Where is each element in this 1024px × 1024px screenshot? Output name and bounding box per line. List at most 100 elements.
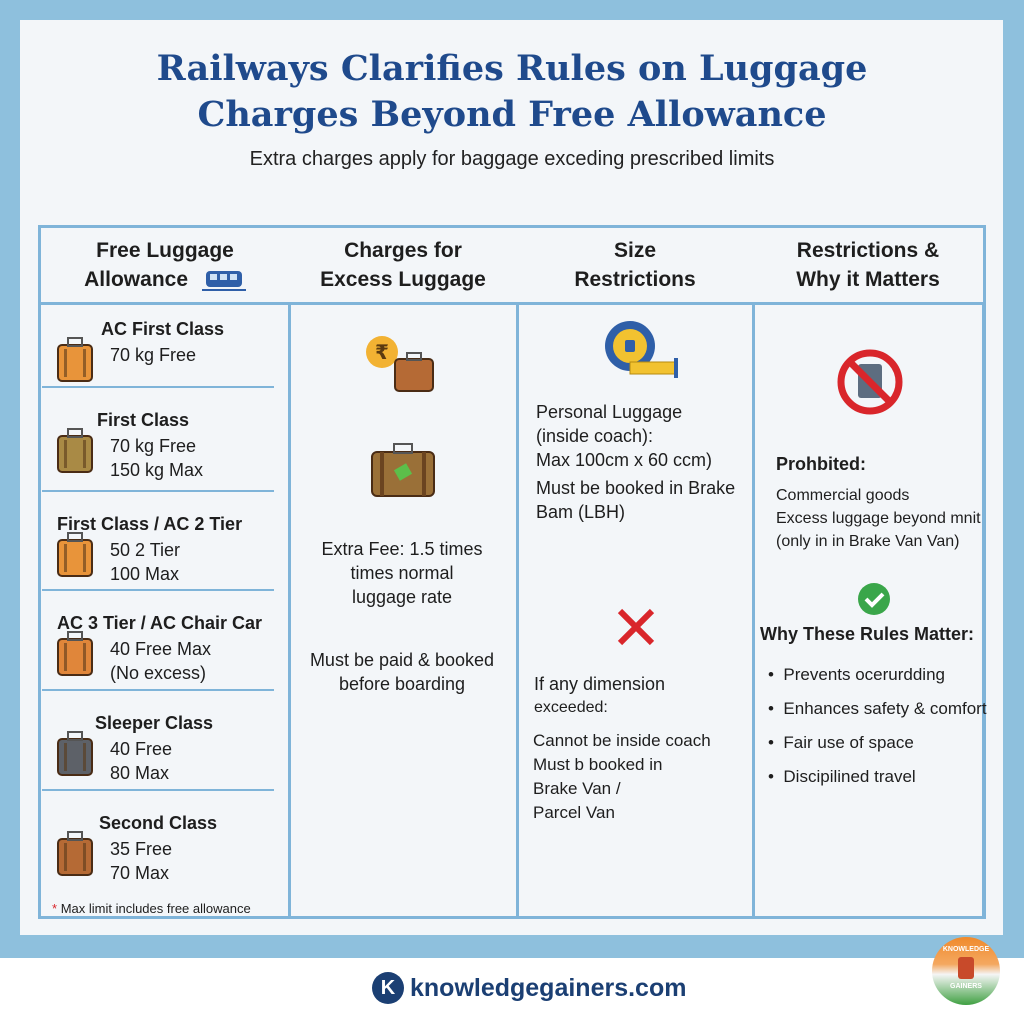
text-line: Extra Fee: 1.5 times	[321, 539, 483, 559]
consequence-text: Cannot be inside coach Must b booked in …	[533, 729, 711, 825]
allowance-value: 70 kg Free	[110, 345, 197, 365]
text-line: If any dimension	[534, 674, 666, 694]
prohibited-luggage-icon	[837, 349, 903, 415]
content-panel	[20, 20, 1003, 935]
text-line: Personal Luggage	[536, 402, 683, 422]
text-line: times normal	[350, 563, 454, 583]
divider	[516, 305, 519, 916]
allowance-value: 35 Free	[110, 839, 173, 859]
class-name: First Class / AC 2 Tier	[57, 514, 243, 534]
header-text: Restrictions	[574, 268, 696, 291]
bullet: •	[768, 699, 784, 718]
title-line-1: Railways Clarifies Rules on Luggage	[156, 48, 868, 89]
note-marker: *	[52, 901, 58, 916]
reason-item: • Fair use of space	[768, 726, 987, 760]
text-line: Must be paid & booked	[309, 650, 495, 670]
bullet: •	[768, 733, 784, 752]
personal-luggage-text: Personal Luggage (inside coach): Max 100…	[536, 400, 735, 524]
suitcase-icon	[57, 337, 93, 382]
column-header-size: Size Restrictions	[517, 228, 753, 305]
footer-brand: K knowledgegainers.com	[372, 972, 686, 1004]
prohibited-list: Commercial goods Excess luggage beyond m…	[776, 484, 981, 553]
text-line: Must b booked in	[533, 755, 663, 774]
rupee-coin-icon: ₹	[366, 336, 434, 392]
reason-item: • Discipilined travel	[768, 760, 987, 794]
reasons-list: • Prevents ocerurdding • Enhances safety …	[768, 658, 987, 794]
text-line: (inside coach):	[536, 426, 654, 446]
class-name: AC First Class	[101, 319, 225, 339]
brand-logo: K	[372, 972, 404, 1004]
reason-text: Discipilined travel	[783, 767, 916, 786]
divider	[288, 305, 291, 916]
website-link[interactable]: knowledgegainers.com	[410, 973, 687, 1002]
class-name: AC 3 Tier / AC Chair Car	[57, 613, 263, 633]
column-header-restrictions: Restrictions & Why it Matters	[753, 228, 983, 305]
text-line: before boarding	[338, 674, 466, 694]
row-divider	[42, 490, 274, 492]
graduate-icon	[958, 957, 974, 979]
payment-text: Must be paid & booked before boarding	[290, 648, 514, 696]
reason-item: • Prevents ocerurdding	[768, 658, 987, 692]
cross-icon	[617, 608, 655, 646]
allowance-value: 50 2 Tier	[110, 540, 181, 560]
text-line: Commercial goods	[776, 487, 910, 504]
info-table: Free Luggage Allowance Charges for Excess…	[38, 225, 986, 919]
suitcase-icon	[57, 631, 93, 676]
text-line: Must be booked in Brake	[536, 478, 736, 498]
suitcase-icon	[57, 731, 93, 776]
header-text: Why it Matters	[796, 268, 940, 291]
column-header-charges: Charges for Excess Luggage	[289, 228, 517, 305]
text-line: Brake Van /	[533, 779, 621, 798]
text-line: luggage rate	[351, 587, 453, 607]
measuring-tape-icon	[605, 321, 678, 378]
reason-text: Fair use of space	[783, 733, 914, 752]
allowance-value: 40 Free Max	[110, 639, 212, 659]
allowance-note: * Max limit includes free allowance	[52, 897, 251, 921]
header-text: Excess Luggage	[320, 268, 486, 291]
suitcase-icon	[57, 831, 93, 876]
class-name: Sleeper Class	[95, 713, 214, 733]
header-text: Free Luggage	[96, 239, 234, 262]
prohibited-label: Prohbited:	[776, 454, 866, 474]
allowance-value: 150 kg Max	[110, 460, 204, 480]
row-divider	[42, 589, 274, 591]
svg-text:₹: ₹	[375, 342, 389, 364]
class-name: Second Class	[99, 813, 218, 833]
allowance-value: 70 kg Free	[110, 436, 197, 456]
badge-text: GAINERS	[950, 983, 982, 990]
reason-text: Enhances safety & comfort	[783, 699, 987, 718]
row-divider	[42, 386, 274, 388]
header-text: Size	[613, 239, 657, 262]
bullet: •	[768, 767, 784, 786]
divider	[982, 305, 985, 916]
page-title: Railways Clarifies Rules on Luggage Char…	[0, 46, 1024, 138]
check-icon	[858, 583, 890, 615]
text-line: Excess luggage beyond mnit	[776, 510, 981, 527]
exceeded-text: If any dimension exceeded:	[534, 672, 665, 720]
row-divider	[42, 689, 274, 691]
class-name: First Class	[97, 410, 190, 430]
suitcase-icon	[371, 443, 435, 497]
train-icon	[201, 271, 246, 292]
allowance-value: 40 Free	[110, 739, 173, 759]
excess-fee-text: Extra Fee: 1.5 times times normal luggag…	[290, 537, 514, 609]
note-text: Max limit includes free allowance	[60, 901, 251, 916]
column-header-allowance: Free Luggage Allowance	[41, 228, 289, 305]
badge-text: KNOWLEDGE	[942, 946, 990, 953]
header-text: Charges for	[344, 239, 462, 262]
header-text: Restrictions &	[796, 239, 940, 262]
reason-item: • Enhances safety & comfort	[768, 692, 987, 726]
text-line: (only in in Brake Van Van)	[776, 533, 960, 550]
text-line: Cannot be inside coach	[533, 731, 711, 750]
suitcase-icon	[57, 532, 93, 577]
text-line: Bam (LBH)	[536, 502, 626, 522]
header-text: Allowance	[84, 268, 189, 291]
subtitle: Extra charges apply for baggage exceding…	[249, 148, 775, 170]
reason-text: Prevents ocerurdding	[783, 665, 945, 684]
text-line: Max 100cm x 60 ccm)	[536, 450, 713, 470]
bullet: •	[768, 665, 784, 684]
allowance-value: 80 Max	[110, 763, 170, 783]
allowance-value: (No excess)	[110, 663, 207, 683]
row-divider	[42, 789, 274, 791]
text-line: Parcel Van	[533, 803, 615, 822]
